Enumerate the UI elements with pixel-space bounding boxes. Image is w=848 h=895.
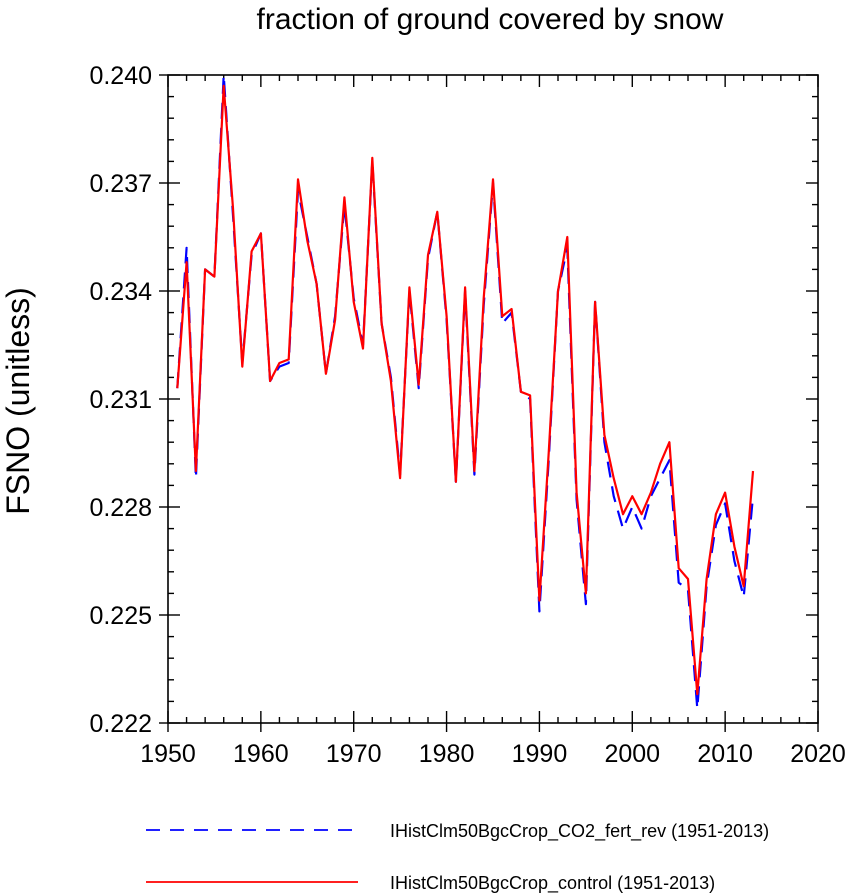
x-tick-label: 1960: [233, 740, 289, 768]
x-tick-label: 2000: [604, 740, 660, 768]
y-tick-label: 0.228: [89, 494, 152, 522]
y-tick-label: 0.231: [89, 386, 152, 414]
legend-label-0: IHistClm50BgcCrop_CO2_fert_rev (1951-201…: [390, 821, 769, 842]
x-tick-label: 2020: [790, 740, 846, 768]
x-tick-label: 1990: [512, 740, 568, 768]
x-tick-label: 1970: [326, 740, 382, 768]
y-tick-label: 0.234: [89, 278, 152, 306]
series-line-0: [176, 73, 755, 710]
y-tick-label: 0.240: [89, 62, 152, 90]
x-tick-label: 1980: [419, 740, 475, 768]
legend-label-1: IHistClm50BgcCrop_control (1951-2013): [390, 873, 715, 894]
y-axis-label: FSNO (unitless): [0, 287, 36, 515]
plot-frame: [167, 74, 819, 724]
series-line-1: [176, 84, 755, 696]
axis-ticks: 1950 1960 1970 1980 1990 2000 2010 2020 0.222 0.2…: [89, 62, 845, 768]
y-tick-label: 0.237: [89, 170, 152, 198]
y-tick-label: 0.222: [89, 710, 152, 738]
series-lines: [176, 73, 755, 710]
x-tick-label: 1950: [140, 740, 196, 768]
x-tick-label: 2010: [697, 740, 753, 768]
legend: IHistClm50BgcCrop_CO2_fert_rev (1951-201…: [146, 821, 769, 894]
chart-title: fraction of ground covered by snow: [257, 3, 724, 36]
y-tick-label: 0.225: [89, 602, 152, 630]
